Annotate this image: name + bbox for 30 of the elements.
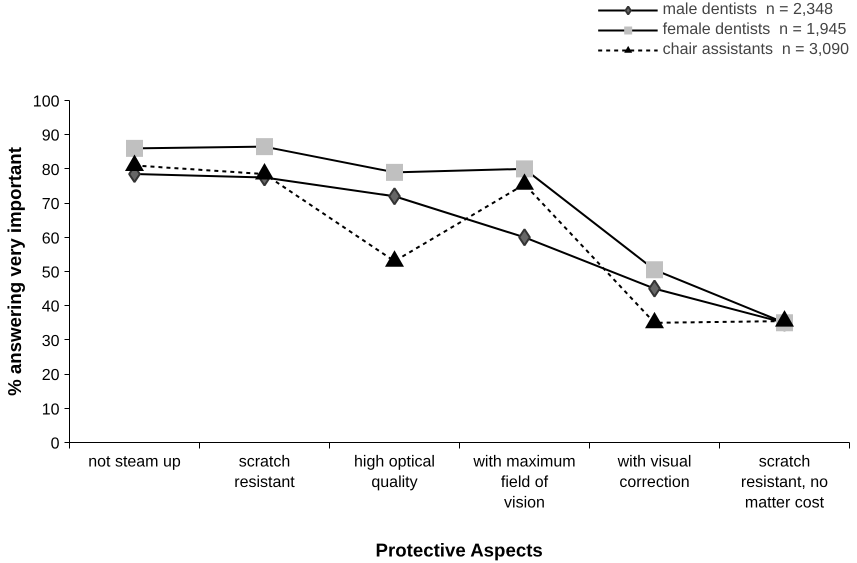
x-tick-label: with visual correction xyxy=(616,454,692,491)
point xyxy=(648,280,661,298)
y-tick-label: 20 xyxy=(42,367,60,384)
point xyxy=(256,138,273,156)
x-tick-label: with maximum field of vision xyxy=(472,454,576,512)
y-tick-label: 30 xyxy=(42,332,60,350)
point xyxy=(388,187,401,206)
y-tick-label: 40 xyxy=(42,298,60,316)
y-tick-label: 50 xyxy=(42,264,60,282)
legend-label: female dentists n = 1,945 xyxy=(662,20,846,40)
y-tick-label: 10 xyxy=(42,401,60,418)
x-tick-label: high optical quality xyxy=(354,454,435,491)
x-tick-label: not steam up xyxy=(88,454,181,470)
y-tick-label: 70 xyxy=(42,196,60,214)
legend-label: chair assistants n = 3,090 xyxy=(662,40,849,60)
y-tick-label: 0 xyxy=(50,436,60,452)
y-tick-label: 80 xyxy=(42,162,60,179)
point xyxy=(386,164,403,181)
x-axis-title: Protective Aspects xyxy=(376,539,543,560)
legend-label: male dentists n = 2,348 xyxy=(662,0,833,20)
y-axis-title: % answering very important xyxy=(4,147,25,396)
y-tick-label: 90 xyxy=(42,128,60,145)
point xyxy=(518,228,531,246)
y-tick-label: 100 xyxy=(32,94,60,110)
point xyxy=(516,160,533,178)
y-tick-label: 60 xyxy=(42,230,60,248)
point xyxy=(646,261,663,278)
x-tick-label: scratch resistant, no matter cost xyxy=(740,454,828,512)
point xyxy=(126,140,143,157)
x-tick-label: scratch resistant xyxy=(234,454,296,491)
